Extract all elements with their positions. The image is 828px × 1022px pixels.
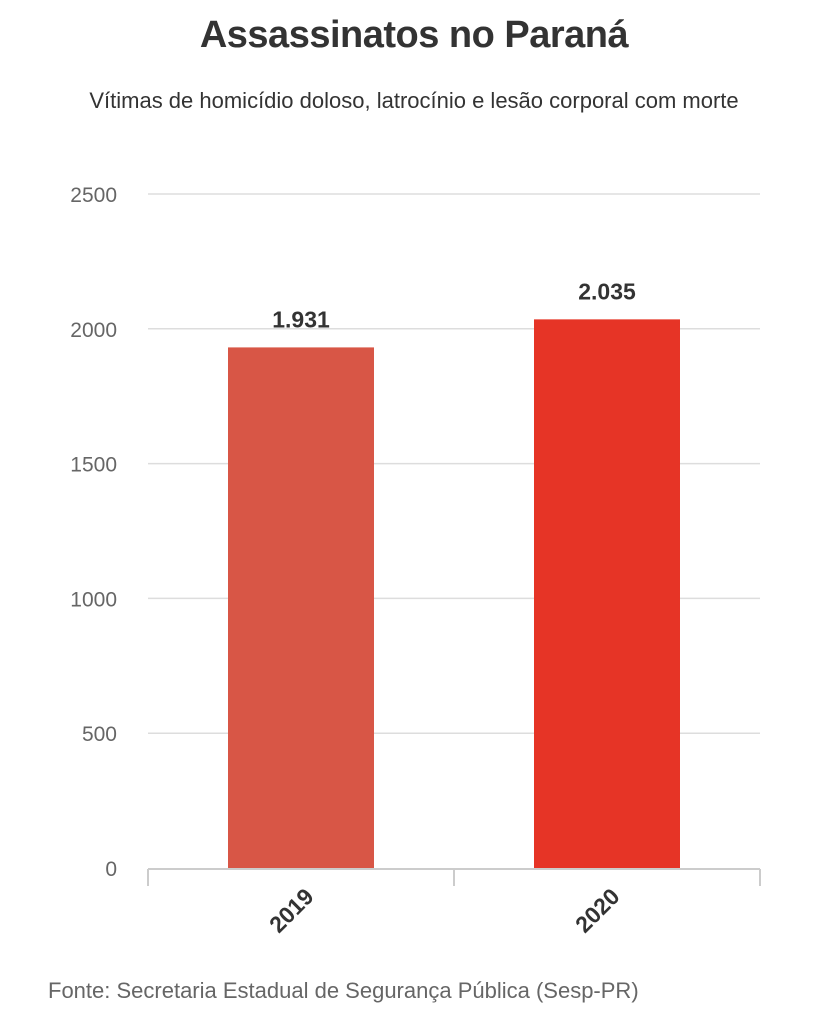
y-tick-label: 2500 — [70, 184, 117, 207]
y-tick-label: 1000 — [70, 588, 117, 611]
x-axis-tick-labels: 2019 2020 — [264, 883, 625, 938]
x-tick-label: 2019 — [264, 883, 319, 938]
data-label: 2.035 — [578, 278, 636, 304]
source-note: Fonte: Secretaria Estadual de Segurança … — [48, 978, 639, 1003]
data-label: 1.931 — [272, 306, 330, 332]
bars — [228, 319, 680, 868]
bar — [534, 319, 680, 868]
x-tick-label: 2020 — [570, 883, 625, 938]
y-tick-label: 500 — [82, 723, 117, 746]
x-axis — [147, 868, 761, 886]
y-tick-label: 2000 — [70, 319, 117, 342]
bar — [228, 347, 374, 868]
y-axis-tick-labels: 0 500 1000 1500 2000 2500 — [70, 184, 117, 881]
y-tick-label: 0 — [105, 858, 117, 881]
chart-subtitle: Vítimas de homicídio doloso, latrocínio … — [89, 88, 739, 113]
y-tick-label: 1500 — [70, 454, 117, 477]
chart-title: Assassinatos no Paraná — [199, 14, 629, 56]
data-labels: 1.931 2.035 — [272, 278, 636, 332]
